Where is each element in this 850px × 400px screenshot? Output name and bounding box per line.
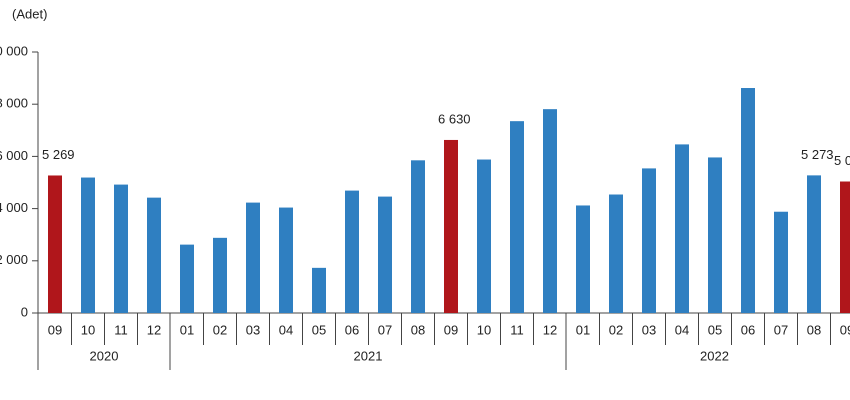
x-tick-label: 06 bbox=[741, 322, 755, 337]
x-tick-label: 03 bbox=[246, 322, 260, 337]
x-tick-label: 05 bbox=[708, 322, 722, 337]
bar bbox=[741, 88, 755, 313]
bar bbox=[180, 244, 194, 313]
x-tick-label: 12 bbox=[147, 322, 161, 337]
x-tick-label: 08 bbox=[411, 322, 425, 337]
bar bbox=[642, 168, 656, 313]
x-tick-label: 12 bbox=[543, 322, 557, 337]
bar bbox=[48, 175, 62, 313]
bar bbox=[840, 181, 850, 313]
x-tick-label: 05 bbox=[312, 322, 326, 337]
bar bbox=[807, 175, 821, 313]
y-tick-label: 2 000 bbox=[0, 252, 28, 267]
value-label: 6 630 bbox=[438, 111, 471, 126]
bar bbox=[576, 205, 590, 313]
bar bbox=[543, 109, 557, 313]
bar bbox=[246, 202, 260, 313]
x-tick-label: 10 bbox=[477, 322, 491, 337]
bar bbox=[279, 207, 293, 313]
bar bbox=[345, 190, 359, 313]
y-tick-label: 6 000 bbox=[0, 148, 28, 163]
bar bbox=[708, 157, 722, 313]
x-tick-label: 07 bbox=[378, 322, 392, 337]
group-label: 2020 bbox=[90, 348, 119, 363]
bar bbox=[378, 196, 392, 313]
bar bbox=[477, 159, 491, 313]
x-tick-label: 09 bbox=[444, 322, 458, 337]
group-label: 2022 bbox=[700, 348, 729, 363]
x-tick-label: 03 bbox=[642, 322, 656, 337]
bar bbox=[147, 197, 161, 313]
bar bbox=[609, 194, 623, 313]
bar bbox=[774, 211, 788, 313]
x-tick-label: 04 bbox=[279, 322, 293, 337]
y-tick-label: 10 000 bbox=[0, 43, 28, 58]
group-label: 2021 bbox=[354, 348, 383, 363]
x-tick-label: 07 bbox=[774, 322, 788, 337]
x-tick-label: 01 bbox=[180, 322, 194, 337]
y-tick-label: 8 000 bbox=[0, 96, 28, 111]
value-label: 5 269 bbox=[42, 147, 75, 162]
bar bbox=[114, 184, 128, 313]
bar bbox=[213, 237, 227, 313]
y-axis-label: (Adet) bbox=[12, 6, 47, 21]
value-label: 5 273 bbox=[801, 147, 834, 162]
x-tick-label: 10 bbox=[81, 322, 95, 337]
bar bbox=[444, 139, 458, 313]
x-tick-label: 01 bbox=[576, 322, 590, 337]
x-tick-label: 09 bbox=[840, 322, 850, 337]
x-tick-label: 11 bbox=[114, 322, 128, 337]
bar bbox=[81, 177, 95, 313]
x-tick-label: 02 bbox=[609, 322, 623, 337]
value-label: 5 038 bbox=[834, 153, 850, 168]
y-tick-label: 4 000 bbox=[0, 200, 28, 215]
bar bbox=[510, 121, 524, 313]
x-tick-label: 06 bbox=[345, 322, 359, 337]
bar bbox=[312, 267, 326, 313]
x-tick-label: 04 bbox=[675, 322, 689, 337]
bar bbox=[675, 144, 689, 313]
x-tick-label: 08 bbox=[807, 322, 821, 337]
x-tick-label: 11 bbox=[510, 322, 524, 337]
bar bbox=[411, 160, 425, 313]
x-tick-label: 02 bbox=[213, 322, 227, 337]
y-tick-label: 0 bbox=[21, 304, 28, 319]
x-tick-label: 09 bbox=[48, 322, 62, 337]
